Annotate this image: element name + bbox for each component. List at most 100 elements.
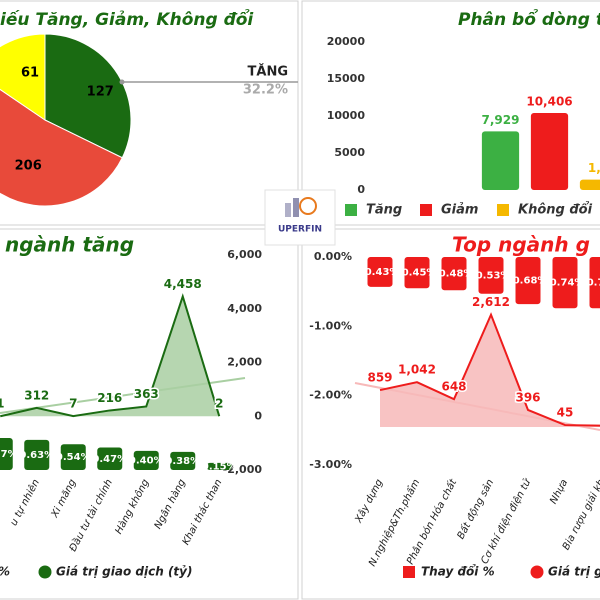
data-label: 7,929 [482, 113, 520, 127]
data-label: 0.38% [165, 456, 200, 467]
data-label: -0.74% [546, 278, 585, 289]
pie-slice [0, 33, 46, 121]
y-tick-label: 0 [357, 183, 365, 196]
data-label: 45 [557, 406, 574, 420]
area [0, 296, 220, 417]
data-label: 0.47% [92, 454, 127, 465]
chart-title: iếu Tăng, Giảm, Không đổi [0, 8, 254, 30]
data-label: -0.45% [398, 268, 437, 279]
logo-box [264, 189, 336, 246]
logo: UPERFIN [264, 189, 336, 246]
bar [515, 257, 541, 305]
legend-label: % [0, 565, 10, 579]
data-label: 61 [21, 65, 39, 80]
panel [301, 0, 600, 226]
legend-label: Giá trị giao dịch (tỷ) [56, 565, 192, 579]
logo-text: UPERFIN [278, 225, 322, 235]
data-label: -0.48% [435, 269, 474, 280]
data-label: 1,042 [398, 363, 436, 377]
y-tick-label: 10000 [327, 109, 366, 122]
data-label: 0.54% [56, 452, 91, 463]
data-label: 206 [15, 159, 42, 174]
legend-label: Thay đổi % [421, 564, 495, 579]
data-label: -0.43% [361, 267, 400, 278]
y-tick-label: -3.00% [309, 458, 352, 471]
x-tick-label: Hàng không [113, 477, 152, 536]
legend-swatch [403, 566, 415, 578]
data-label: 0.15% [202, 461, 237, 472]
bar [24, 439, 50, 470]
data-label: 312 [24, 388, 49, 402]
data-label: 396 [515, 390, 540, 404]
data-label: -0.68% [509, 276, 548, 287]
legend-swatch [497, 204, 509, 216]
legend-label: Giá trị g [548, 565, 600, 579]
bar [579, 179, 600, 190]
data-label: 7 [69, 397, 77, 411]
data-label: -0.74% [583, 278, 600, 289]
panel [301, 228, 600, 600]
pie-slice [44, 33, 132, 159]
data-label: 0.40% [129, 455, 164, 466]
data-label: 1 [0, 397, 4, 411]
data-label: 0.67% [0, 449, 18, 460]
y-tick-label: -1.00% [309, 319, 352, 332]
data-label: 127 [87, 84, 114, 99]
legend-label: Giảm [441, 203, 478, 218]
chart-title: ngành tăng [5, 233, 134, 257]
y2-tick-label: -2,000 [223, 463, 263, 476]
y2-tick-label: 2,000 [227, 356, 262, 369]
y-tick-label: 0.00% [314, 250, 352, 263]
data-label: -0.53% [472, 270, 511, 281]
leader-dot [119, 79, 125, 85]
bar [97, 447, 123, 470]
line [379, 312, 600, 427]
y2-tick-label: 4,000 [227, 302, 262, 315]
logo-icon [285, 203, 291, 217]
annotation: 32.2% [243, 83, 288, 98]
chart-title: Top ngành g [452, 233, 590, 257]
legend-swatch [38, 565, 52, 579]
y2-tick-label: 0 [254, 409, 262, 422]
bar [478, 257, 504, 294]
annotation: TĂNG [248, 64, 288, 80]
panel [0, 228, 299, 600]
area [380, 314, 600, 427]
panel [0, 0, 299, 226]
logo-icon [299, 197, 317, 215]
data-label: 2 [215, 397, 223, 411]
chart-title: Phân bổ dòng t [458, 8, 600, 30]
data-label: 2,612 [472, 295, 510, 309]
data-label: 363 [134, 387, 159, 401]
legend-swatch [530, 565, 544, 579]
x-tick-label: Ngân hàng [152, 477, 188, 531]
y2-tick-label: 6,000 [227, 248, 262, 261]
bar [481, 131, 520, 190]
logo-icon [293, 198, 299, 217]
bar [206, 462, 232, 470]
bar [552, 257, 578, 309]
bar [530, 112, 569, 190]
data-label: 216 [97, 391, 122, 405]
x-tick-label: Bất động sản [455, 477, 497, 541]
x-tick-label: Khai thác than [180, 477, 225, 547]
bar [170, 451, 196, 470]
y-tick-label: -2.00% [309, 389, 352, 402]
bar [60, 444, 86, 470]
data-label: 4,458 [164, 277, 202, 291]
bar [0, 437, 13, 470]
data-label: 0.63% [19, 450, 54, 461]
legend-label: Không đổi [518, 202, 593, 218]
y-tick-label: 20000 [327, 35, 366, 48]
bar [589, 257, 600, 309]
data-label: 859 [367, 371, 392, 385]
legend-swatch [345, 204, 357, 216]
x-tick-label: Nhựa [548, 478, 570, 506]
data-label: 1,4 [588, 161, 600, 175]
data-label: 10,406 [526, 94, 572, 108]
y-tick-label: 15000 [327, 72, 366, 85]
line [0, 293, 221, 418]
x-tick-label: Xây dựng [352, 477, 385, 525]
